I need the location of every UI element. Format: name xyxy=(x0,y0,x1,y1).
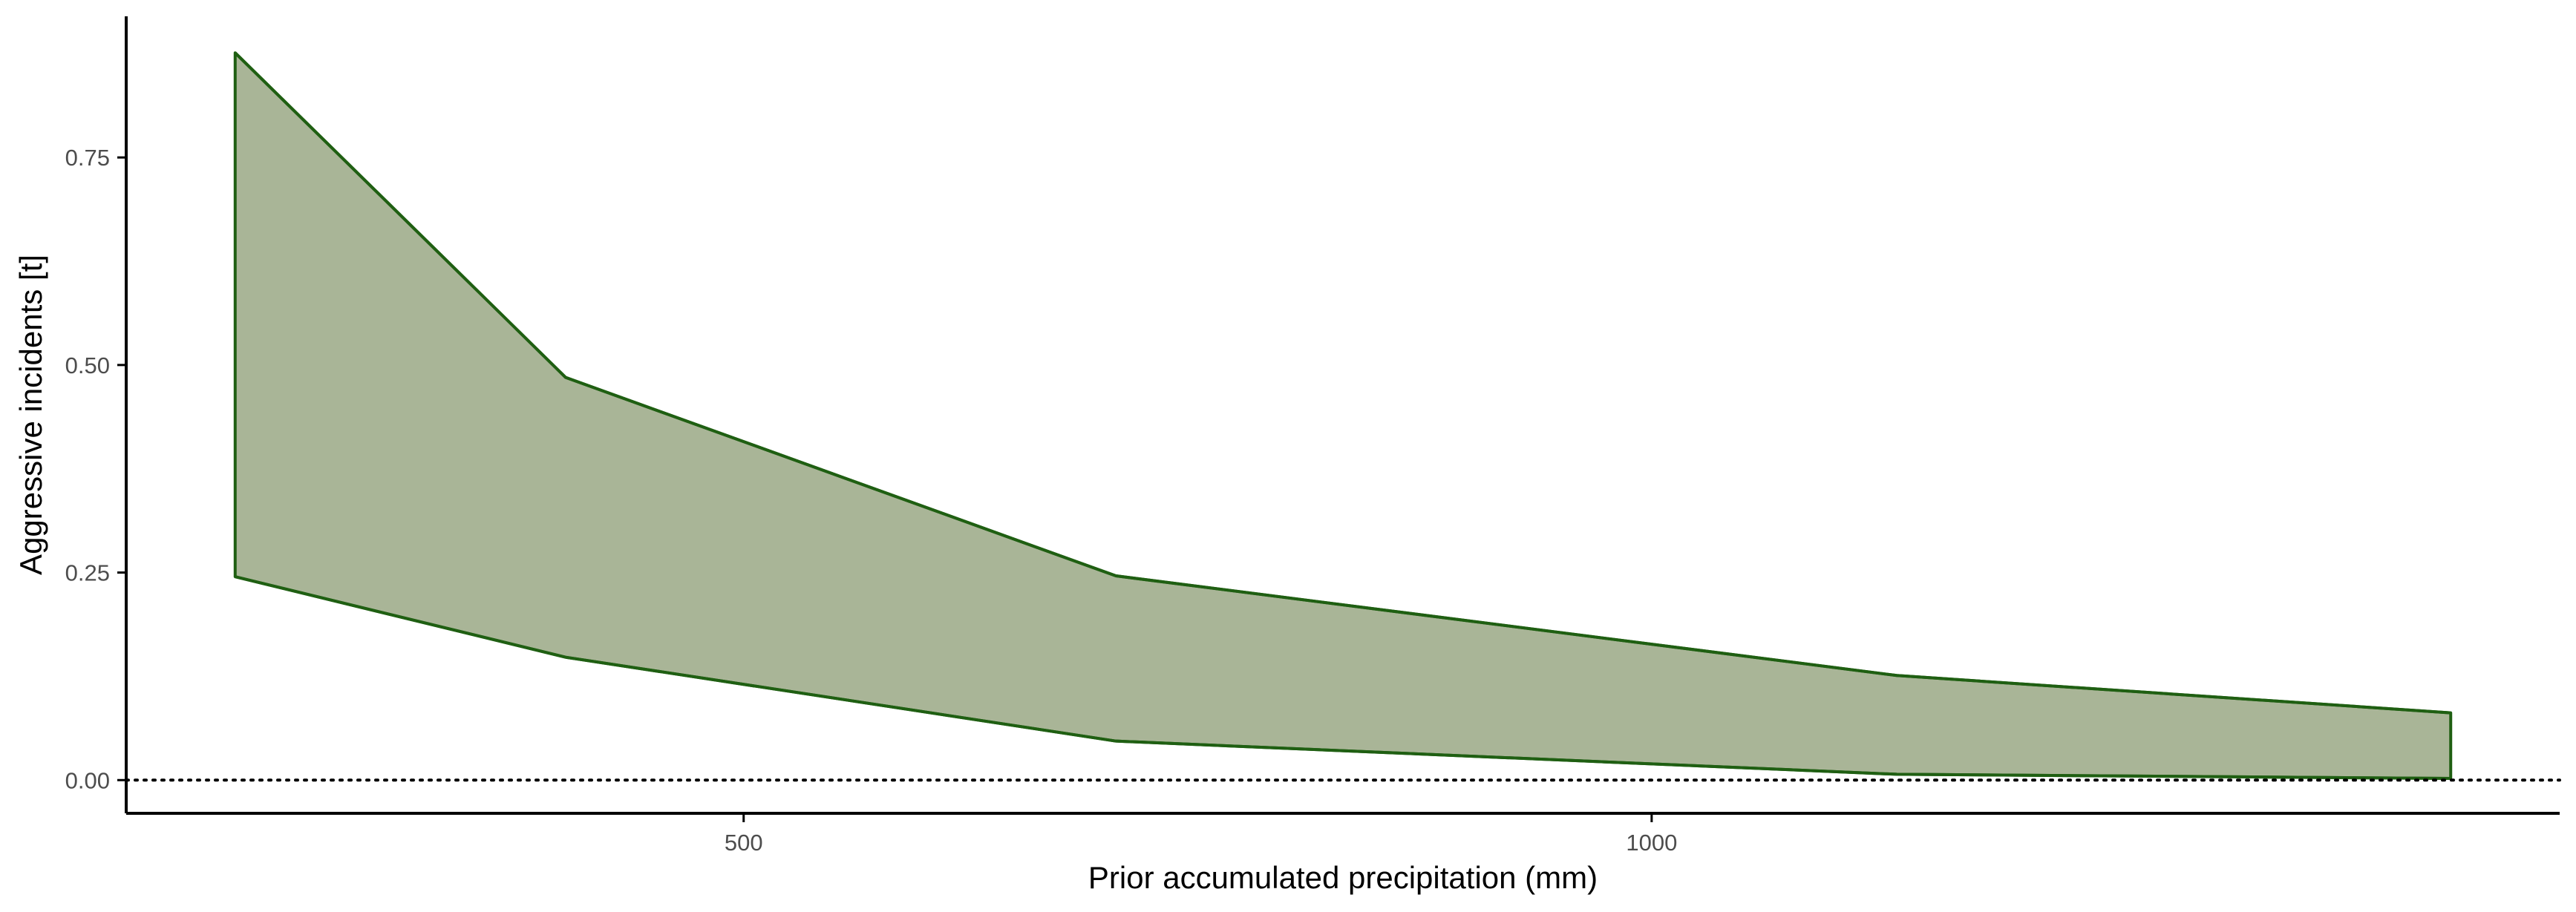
x-tick-label: 1000 xyxy=(1626,830,1677,856)
y-tick-label: 0.50 xyxy=(65,352,110,378)
y-tick-label: 0.00 xyxy=(65,767,110,793)
plot-area xyxy=(125,51,2561,782)
confidence-ribbon xyxy=(233,51,2453,781)
y-axis-title: Aggressive incidents [t] xyxy=(13,255,48,575)
upper-bound-line xyxy=(234,51,2451,715)
axes: 0.00 0.25 0.50 0.75 500 1000 xyxy=(65,16,2560,856)
y-tick-label: 0.75 xyxy=(65,145,110,171)
y-tick-label: 0.25 xyxy=(65,560,110,586)
lower-bound-line xyxy=(235,575,2451,781)
x-tick-label: 500 xyxy=(725,830,763,856)
x-axis-title: Prior accumulated precipitation (mm) xyxy=(1088,860,1598,895)
